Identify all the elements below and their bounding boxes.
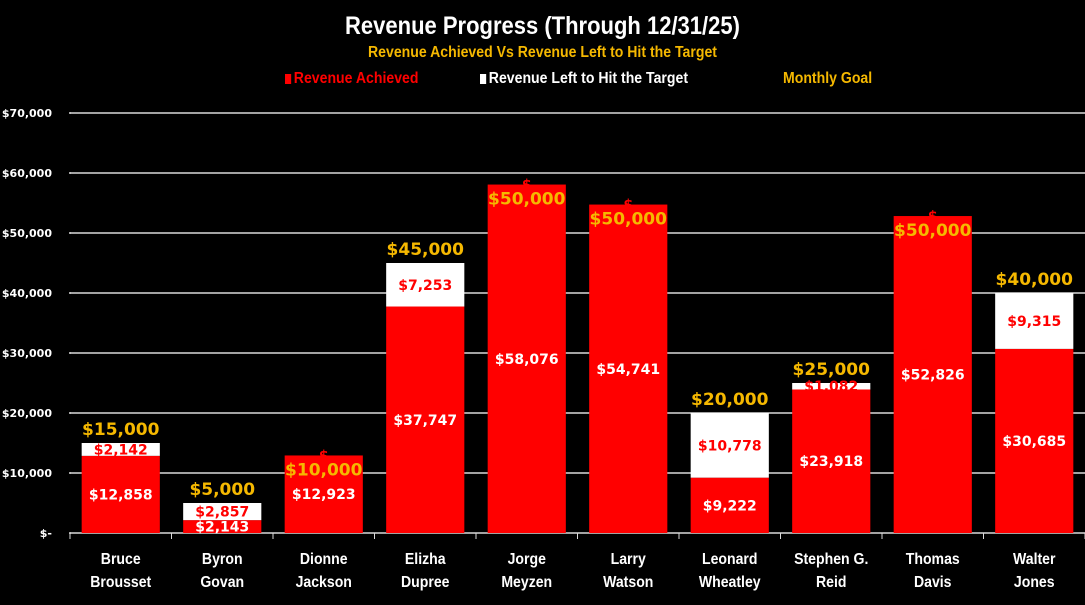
- bar-achieved: [690, 477, 769, 533]
- label-left: $1,082: [804, 379, 858, 395]
- bar-left: [183, 503, 262, 521]
- chart-title: Revenue Progress (Through 12/31/25): [345, 12, 740, 40]
- label-left: $2,857: [195, 505, 249, 521]
- legend-swatch-left: [480, 74, 487, 84]
- label-achieved: $52,826: [901, 368, 965, 384]
- legend-label-left: Revenue Left to Hit the Target: [488, 70, 689, 87]
- label-achieved: $9,222: [703, 498, 757, 514]
- legend: Revenue Achieved Revenue Left to Hit the…: [0, 70, 1085, 92]
- y-tick-label: $50,000: [2, 227, 52, 240]
- y-tick-label: $70,000: [2, 107, 52, 120]
- bar-left: [995, 293, 1074, 349]
- bar-left: [386, 263, 465, 307]
- bar-achieved: [792, 389, 871, 533]
- label-achieved: $12,923: [292, 487, 356, 503]
- label-goal: $15,000: [82, 420, 160, 440]
- y-tick-label: $10,000: [2, 467, 52, 480]
- x-label-first: Jorge: [508, 550, 546, 568]
- x-label-last: Wheatley: [699, 573, 761, 591]
- x-label-first: Dionne: [300, 550, 348, 568]
- label-left: $9,315: [1007, 314, 1061, 330]
- bar-achieved: [995, 348, 1074, 533]
- y-tick-label: $60,000: [2, 167, 52, 180]
- x-label-last: Brousset: [90, 573, 151, 591]
- legend-label-goal: Monthly Goal: [783, 70, 873, 87]
- legend-item-goal: Monthly Goal: [783, 70, 872, 88]
- label-left: $: [319, 448, 329, 464]
- x-label-last: Davis: [914, 573, 952, 591]
- bar-achieved: [183, 520, 262, 533]
- label-achieved: $54,741: [596, 362, 660, 378]
- label-achieved: $12,858: [89, 487, 153, 503]
- x-label-first: Leonard: [702, 550, 758, 568]
- label-goal: $10,000: [285, 460, 363, 480]
- legend-item-left: Revenue Left to Hit the Target: [480, 70, 688, 88]
- x-label-last: Dupree: [401, 573, 449, 591]
- label-achieved: $58,076: [495, 352, 559, 368]
- y-tick-label: $30,000: [2, 347, 52, 360]
- label-achieved: $23,918: [799, 454, 863, 470]
- label-goal: $25,000: [793, 360, 871, 380]
- x-label-last: Govan: [200, 573, 244, 591]
- label-achieved: $2,143: [195, 520, 249, 536]
- x-label-first: Walter: [1013, 550, 1056, 568]
- chart-subtitle: Revenue Achieved Vs Revenue Left to Hit …: [368, 44, 717, 61]
- label-goal: $50,000: [590, 210, 668, 230]
- x-label-first: Stephen G.: [794, 550, 868, 568]
- bar-achieved: [284, 455, 363, 533]
- bar-achieved: [589, 204, 668, 533]
- label-left: $2,142: [94, 442, 148, 458]
- label-goal: $40,000: [996, 270, 1074, 290]
- label-goal: $5,000: [189, 480, 255, 500]
- bar-left: [81, 443, 160, 456]
- y-tick-label: $40,000: [2, 287, 52, 300]
- label-left: $: [522, 178, 532, 194]
- bar-left: [690, 413, 769, 478]
- bar-achieved: [487, 184, 566, 533]
- bar-achieved: [81, 455, 160, 533]
- bar-achieved: [386, 306, 465, 533]
- legend-swatch-achieved: [285, 74, 292, 84]
- label-achieved: $37,747: [393, 413, 457, 429]
- bar-left: [792, 383, 871, 390]
- legend-label-achieved: Revenue Achieved: [293, 70, 419, 87]
- label-left: $: [928, 209, 938, 225]
- bar-achieved: [893, 216, 972, 533]
- label-goal: $45,000: [387, 240, 465, 260]
- label-goal: $50,000: [894, 221, 972, 241]
- label-left: $10,778: [698, 438, 762, 454]
- x-label-last: Jones: [1014, 573, 1055, 591]
- label-goal: $50,000: [488, 190, 566, 210]
- x-label-first: Elizha: [405, 550, 446, 568]
- x-label-last: Watson: [603, 573, 653, 591]
- x-label-first: Bruce: [101, 550, 141, 568]
- label-achieved: $30,685: [1002, 434, 1066, 450]
- x-label-first: Thomas: [906, 550, 960, 568]
- label-goal: $20,000: [691, 390, 769, 410]
- label-left: $7,253: [398, 278, 452, 294]
- legend-item-achieved: Revenue Achieved: [285, 70, 418, 88]
- label-left: $: [623, 198, 633, 214]
- y-tick-label: $20,000: [2, 407, 52, 420]
- x-label-last: Reid: [816, 573, 846, 591]
- y-tick-label: $-: [40, 527, 52, 540]
- x-label-first: Larry: [611, 550, 647, 568]
- x-label-last: Jackson: [296, 573, 352, 591]
- x-label-first: Byron: [202, 550, 243, 568]
- x-label-last: Meyzen: [501, 573, 552, 591]
